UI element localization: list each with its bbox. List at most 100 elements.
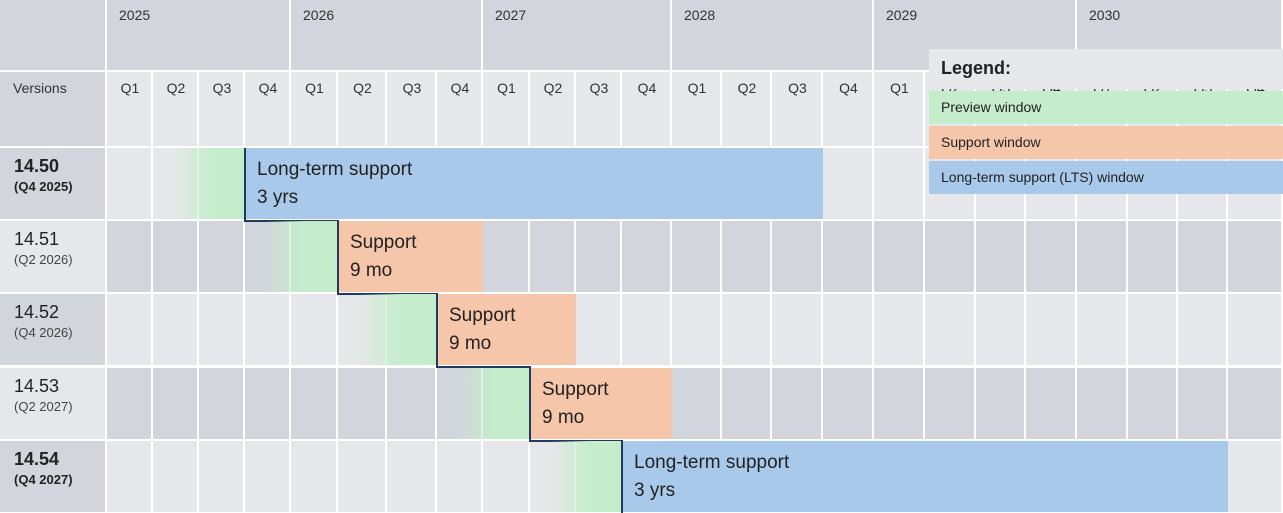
grid-cell — [245, 441, 291, 513]
quarter-label: Q4 — [258, 80, 278, 96]
version-label: 14.53 (Q2 2027) — [14, 376, 73, 414]
grid-cell — [576, 221, 622, 294]
grid-cell — [622, 221, 672, 294]
quarter-header: Q2 — [530, 72, 576, 148]
grid-cell — [245, 294, 291, 367]
grid-cell — [387, 368, 437, 441]
version-number: 14.54 — [14, 449, 60, 469]
support-window: Support 9 mo — [530, 368, 672, 439]
version-release-date: (Q2 2026) — [14, 252, 73, 267]
quarter-label: Q1 — [120, 80, 140, 96]
version-release-date: (Q4 2027) — [14, 472, 73, 487]
version-number: 14.51 — [14, 229, 60, 249]
grid-cell — [672, 221, 722, 294]
preview-window — [457, 368, 530, 439]
version-number: 14.50 — [14, 156, 60, 176]
quarter-label: Q1 — [890, 80, 909, 96]
grid-cell — [672, 368, 722, 441]
step-line-vertical — [436, 294, 438, 367]
step-line-vertical — [621, 441, 623, 513]
grid-cell — [291, 368, 338, 441]
window-title: Support — [449, 305, 516, 326]
year-header: 2028 — [672, 0, 874, 72]
quarter-header: Q1 — [874, 72, 925, 148]
grid-cell — [1228, 441, 1283, 513]
grid-cell — [976, 368, 1026, 441]
quarter-label: Q3 — [402, 80, 422, 96]
versions-label: Versions — [13, 80, 67, 96]
grid-cell — [153, 441, 199, 513]
grid-cell — [1077, 294, 1128, 367]
grid-cell — [722, 368, 772, 441]
step-line-horizontal — [436, 366, 531, 368]
grid-cell — [1178, 221, 1228, 294]
grid-cell — [199, 368, 245, 441]
legend-item-lts: Long-term support (LTS) window — [929, 161, 1283, 194]
version-number: 14.53 — [14, 376, 60, 396]
window-duration: 9 mo — [449, 333, 492, 354]
grid-cell — [622, 294, 672, 367]
version-release-date: (Q2 2027) — [14, 399, 73, 414]
grid-cell — [672, 294, 722, 367]
window-title: Support — [350, 232, 417, 253]
year-label: 2026 — [303, 7, 335, 23]
window-title: Long-term support — [634, 452, 790, 473]
grid-cell — [976, 294, 1026, 367]
quarter-header: Q1 — [483, 72, 530, 148]
window-duration: 9 mo — [542, 407, 585, 428]
grid-cell — [1026, 294, 1077, 367]
support-window: Support 9 mo — [338, 221, 483, 292]
grid-cell — [823, 221, 874, 294]
lts-window: Long-term support 3 yrs — [622, 441, 1228, 512]
grid-cell — [291, 294, 338, 367]
preview-window — [550, 441, 622, 512]
version-label: 14.51 (Q2 2026) — [14, 229, 73, 267]
window-title: Support — [542, 379, 609, 400]
version-label-cell: 14.51 (Q2 2026) — [0, 221, 107, 294]
grid-cell — [1128, 221, 1178, 294]
grid-cell — [107, 294, 153, 367]
quarter-header: Q3 — [199, 72, 245, 148]
year-header: 2026 — [291, 0, 483, 72]
grid-cell — [772, 368, 823, 441]
grid-cell — [107, 221, 153, 294]
grid-cell — [1178, 294, 1228, 367]
grid-cell — [874, 221, 925, 294]
grid-cell — [772, 221, 823, 294]
grid-cell — [199, 441, 245, 513]
grid-cell — [1228, 221, 1283, 294]
grid-cell — [722, 221, 772, 294]
step-line-vertical — [337, 221, 339, 294]
version-label: 14.54 (Q4 2027) — [14, 449, 73, 487]
quarter-header: Q4 — [823, 72, 874, 148]
grid-cell — [1026, 221, 1077, 294]
legend-title: Legend: — [929, 49, 1283, 89]
grid-cell — [338, 441, 387, 513]
grid-cell — [291, 441, 338, 513]
grid-cell — [107, 148, 153, 221]
version-release-date: (Q4 2026) — [14, 325, 73, 340]
versions-header: Versions — [0, 72, 107, 148]
version-label: 14.52 (Q4 2026) — [14, 302, 73, 340]
grid-cell — [1228, 294, 1283, 367]
grid-cell — [153, 368, 199, 441]
grid-cell — [153, 221, 199, 294]
version-label-cell: 14.53 (Q2 2027) — [0, 368, 107, 441]
quarter-label: Q3 — [212, 80, 232, 96]
grid-cell — [823, 294, 874, 367]
quarter-label: Q3 — [589, 80, 609, 96]
grid-cell — [772, 294, 823, 367]
grid-cell — [925, 368, 976, 441]
quarter-label: Q4 — [839, 80, 858, 96]
quarter-label: Q1 — [687, 80, 707, 96]
version-label-cell: 14.52 (Q4 2026) — [0, 294, 107, 367]
version-label-cell: 14.54 (Q4 2027) — [0, 441, 107, 513]
grid-cell — [823, 148, 874, 221]
grid-cell — [874, 148, 925, 221]
grid-cell — [199, 221, 245, 294]
quarter-header: Q3 — [772, 72, 823, 148]
grid-cell — [722, 294, 772, 367]
version-release-date: (Q4 2025) — [14, 179, 73, 194]
quarter-label: Q4 — [637, 80, 657, 96]
